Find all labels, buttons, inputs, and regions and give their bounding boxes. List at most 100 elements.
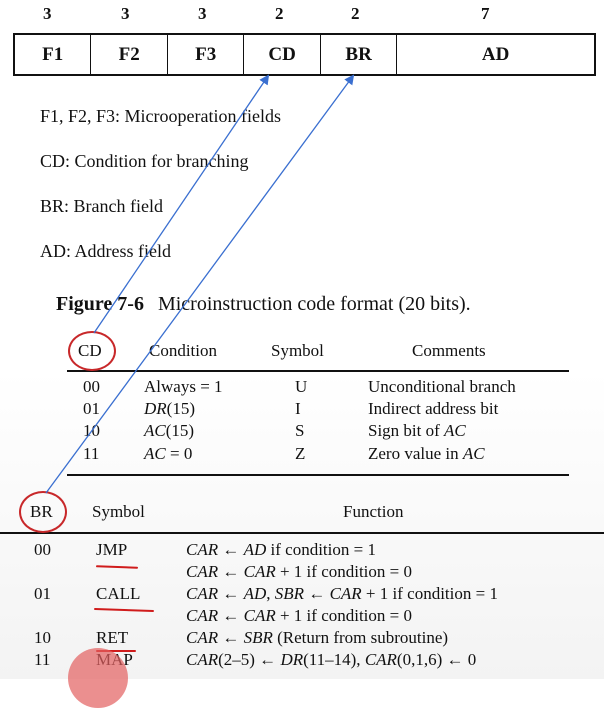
cd-comment: Unconditional branch <box>368 377 516 397</box>
function-text: ← <box>218 540 244 559</box>
cd-condition: AC(15) <box>144 421 194 441</box>
condition-register: AC <box>144 421 166 440</box>
field-f1: F1 <box>15 35 92 74</box>
cd-symbol: S <box>295 421 305 440</box>
cd-condition: AC = 0 <box>144 444 192 464</box>
br-table-header-rule <box>0 532 604 534</box>
function-text: + 1 if condition = 1 <box>361 584 498 603</box>
register-name: CAR <box>186 628 219 647</box>
bit-count-cd: 2 <box>275 4 284 23</box>
register-name: CAR <box>186 584 219 603</box>
register-name: CAR <box>186 606 219 625</box>
symbol-header: Symbol <box>271 341 324 360</box>
bit-count-ad: 7 <box>481 4 490 23</box>
legend-condition-field: CD: Condition for branching <box>40 151 249 171</box>
function-text: ← <box>218 628 244 647</box>
br-code: 10 <box>34 628 51 647</box>
comment-register: AC <box>444 421 466 440</box>
register-name: DR <box>280 650 304 669</box>
function-text: (2–5) ← <box>218 650 281 669</box>
function-text: (0,1,6) ← 0 <box>396 650 477 669</box>
cd-condition: Always = 1 <box>144 377 223 397</box>
condition-text: Always = 1 <box>144 377 223 396</box>
comments-header: Comments <box>412 341 486 360</box>
br-function-line: CAR ← CAR + 1 if condition = 0 <box>186 606 412 626</box>
br-function-line: CAR ← CAR + 1 if condition = 0 <box>186 562 412 582</box>
cd-table-bottom-rule <box>67 474 569 476</box>
field-f2: F2 <box>91 35 168 74</box>
arrow-cd-to-field <box>93 74 270 334</box>
cd-condition: DR(15) <box>144 399 195 419</box>
condition-suffix: (15) <box>166 399 195 418</box>
figure-label: Figure 7-6 <box>56 293 144 315</box>
legend-microoperation-fields: F1, F2, F3: Microoperation fields <box>40 106 281 126</box>
condition-register: DR <box>144 399 167 418</box>
bit-count-f1: 3 <box>43 4 52 23</box>
br-symbol-ret: RET <box>96 628 129 647</box>
ret-underline-annotation <box>96 650 136 652</box>
function-text: (11–14), <box>303 650 365 669</box>
bit-count-br: 2 <box>351 4 360 23</box>
cd-circle-annotation <box>68 331 116 371</box>
br-code: 01 <box>34 584 51 603</box>
function-text: , <box>266 584 275 603</box>
register-name: CAR <box>186 650 219 669</box>
function-text: if condition = 1 <box>266 540 376 559</box>
function-text: ← <box>218 584 244 603</box>
br-function-line: CAR ← AD, SBR ← CAR + 1 if condition = 1 <box>186 584 498 604</box>
function-text: ← <box>218 606 244 625</box>
bit-count-f2: 3 <box>121 4 130 23</box>
register-name: CAR <box>329 584 362 603</box>
bit-count-f3: 3 <box>198 4 207 23</box>
field-cd: CD <box>244 35 321 74</box>
register-name: CAR <box>364 650 397 669</box>
function-text: + 1 if condition = 0 <box>275 562 412 581</box>
br-function-line: CAR(2–5) ← DR(11–14), CAR(0,1,6) ← 0 <box>186 650 476 670</box>
function-text: ← <box>304 584 330 603</box>
register-name: AD <box>243 540 267 559</box>
condition-header: Condition <box>149 341 218 360</box>
register-name: CAR <box>186 562 219 581</box>
br-symbol-header: Symbol <box>92 502 145 521</box>
br-symbol-call: CALL <box>96 584 141 603</box>
cd-symbol: I <box>295 399 301 418</box>
condition-suffix: (15) <box>165 421 195 440</box>
condition-register: AC <box>144 444 166 463</box>
legend-address-field: AD: Address field <box>40 241 171 261</box>
register-name: SBR <box>274 584 305 603</box>
br-symbol-jmp: JMP <box>96 540 128 559</box>
legend-branch-field: BR: Branch field <box>40 196 163 216</box>
cd-symbol: U <box>295 377 308 396</box>
cd-code: 01 <box>83 399 100 418</box>
cd-symbol: Z <box>295 444 306 463</box>
register-name: CAR <box>186 540 219 559</box>
figure-caption: Figure 7-6 Microinstruction code format (… <box>56 293 471 316</box>
page-shading <box>0 370 604 679</box>
figure-title: Microinstruction code format (20 bits). <box>157 293 471 315</box>
function-text: (Return from subroutine) <box>272 628 449 647</box>
br-function-line: CAR ← AD if condition = 1 <box>186 540 376 560</box>
register-name: CAR <box>243 606 276 625</box>
function-text: + 1 if condition = 0 <box>275 606 412 625</box>
field-br: BR <box>321 35 398 74</box>
cd-comment: Indirect address bit <box>368 399 498 419</box>
field-ad: AD <box>481 43 510 65</box>
br-code: 11 <box>34 650 51 669</box>
br-code: 00 <box>34 540 51 559</box>
field-f3: F3 <box>168 35 245 74</box>
register-name: AD <box>243 584 267 603</box>
comment-text: Indirect address bit <box>368 399 499 418</box>
arrow-br-to-field <box>45 74 355 494</box>
function-text: ← <box>218 562 244 581</box>
cd-table-header-rule <box>67 370 569 372</box>
register-name: SBR <box>243 628 273 647</box>
comment-text: Sign bit of <box>368 421 445 440</box>
register-name: CAR <box>243 562 276 581</box>
br-circle-annotation <box>19 491 67 533</box>
cd-comment: Sign bit of AC <box>368 421 466 441</box>
comment-register: AC <box>462 444 485 463</box>
cd-code: 11 <box>83 444 100 463</box>
cd-code: 00 <box>83 377 100 396</box>
comment-text: Unconditional branch <box>368 377 516 396</box>
function-header: Function <box>343 502 404 521</box>
